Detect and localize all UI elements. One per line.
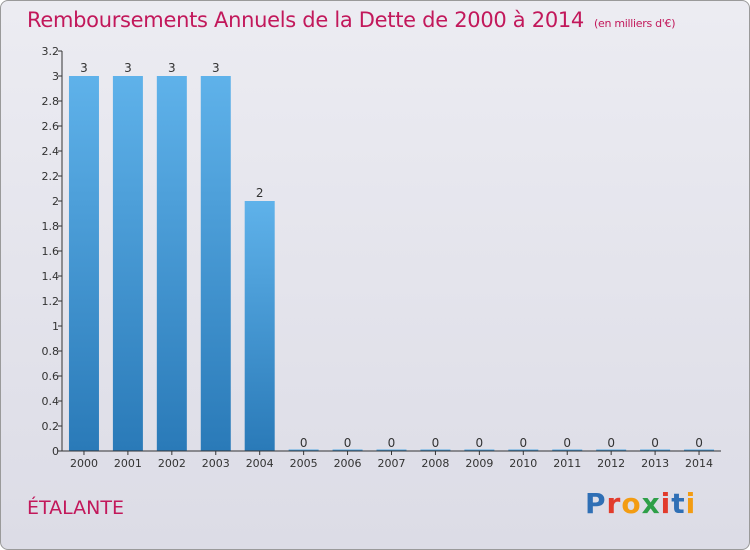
y-tick-label-4: 0.8 — [42, 345, 60, 358]
data-label-2010: 0 — [519, 436, 527, 450]
y-tick-label-15: 3 — [52, 70, 59, 83]
data-label-2009: 0 — [476, 436, 484, 450]
bar-2004 — [244, 201, 275, 451]
x-tick-label-2014: 2014 — [685, 457, 713, 470]
y-tick-label-9: 1.8 — [42, 220, 60, 233]
y-tick-label-5: 1 — [52, 320, 59, 333]
x-tick-label-2005: 2005 — [290, 457, 318, 470]
x-tick-label-2002: 2002 — [158, 457, 186, 470]
data-label-2004: 2 — [256, 186, 264, 200]
y-tick-label-7: 1.4 — [42, 270, 60, 283]
bar-2000 — [68, 76, 99, 451]
y-tick-label-13: 2.6 — [42, 120, 60, 133]
bar-2003 — [200, 76, 231, 451]
x-tick-label-2007: 2007 — [378, 457, 406, 470]
logo-letter: t — [671, 487, 686, 520]
data-label-2008: 0 — [432, 436, 440, 450]
bar-2001 — [112, 76, 143, 451]
x-tick-label-2008: 2008 — [421, 457, 449, 470]
chart-title: Remboursements Annuels de la Dette de 20… — [27, 8, 675, 32]
y-tick-label-2: 0.4 — [42, 395, 60, 408]
y-tick-label-14: 2.8 — [42, 95, 60, 108]
data-label-2006: 0 — [344, 436, 352, 450]
logo-letter: o — [621, 487, 642, 520]
y-tick-label-12: 2.4 — [42, 145, 60, 158]
logo-letter: i — [685, 487, 697, 520]
logo-letter: x — [641, 487, 661, 520]
data-label-2002: 3 — [168, 61, 176, 75]
y-tick-label-10: 2 — [52, 195, 59, 208]
data-label-2000: 3 — [80, 61, 88, 75]
data-label-2005: 0 — [300, 436, 308, 450]
chart-title-text: Remboursements Annuels de la Dette de 20… — [27, 8, 584, 32]
y-tick-label-0: 0 — [52, 445, 59, 458]
y-tick-label-11: 2.2 — [42, 170, 60, 183]
data-label-2014: 0 — [695, 436, 703, 450]
x-tick-label-2012: 2012 — [597, 457, 625, 470]
data-label-2001: 3 — [124, 61, 132, 75]
logo-letter: P — [585, 487, 607, 520]
y-tick-label-1: 0.2 — [42, 420, 60, 433]
data-label-2012: 0 — [607, 436, 615, 450]
bar-2013 — [640, 449, 671, 451]
proxiti-logo: Proxiti — [585, 487, 696, 520]
y-tick-label-3: 0.6 — [42, 370, 60, 383]
bar-2006 — [332, 449, 363, 451]
bar-2002 — [156, 76, 187, 451]
data-label-2003: 3 — [212, 61, 220, 75]
x-tick-label-2013: 2013 — [641, 457, 669, 470]
bar-2011 — [552, 449, 583, 451]
y-tick-label-6: 1.2 — [42, 295, 60, 308]
bar-2012 — [596, 449, 627, 451]
x-tick-label-2004: 2004 — [246, 457, 274, 470]
chart-unit: (en milliers d'€) — [594, 17, 676, 30]
logo-letter: r — [606, 487, 622, 520]
bar-2007 — [376, 449, 407, 451]
x-tick-label-2003: 2003 — [202, 457, 230, 470]
data-label-2007: 0 — [388, 436, 396, 450]
x-tick-label-2009: 2009 — [465, 457, 493, 470]
logo-letter: i — [660, 487, 672, 520]
x-tick-label-2011: 2011 — [553, 457, 581, 470]
bar-2008 — [420, 449, 451, 451]
bar-2005 — [288, 449, 319, 451]
bar-2010 — [508, 449, 539, 451]
bar-2009 — [464, 449, 495, 451]
y-tick-label-16: 3.2 — [42, 45, 60, 58]
data-label-2013: 0 — [651, 436, 659, 450]
y-tick-label-8: 1.6 — [42, 245, 60, 258]
x-tick-label-2010: 2010 — [509, 457, 537, 470]
x-tick-label-2006: 2006 — [334, 457, 362, 470]
commune-name: ÉTALANTE — [27, 497, 124, 519]
bar-2014 — [684, 449, 715, 451]
x-tick-label-2000: 2000 — [70, 457, 98, 470]
x-tick-label-2001: 2001 — [114, 457, 142, 470]
data-label-2011: 0 — [563, 436, 571, 450]
